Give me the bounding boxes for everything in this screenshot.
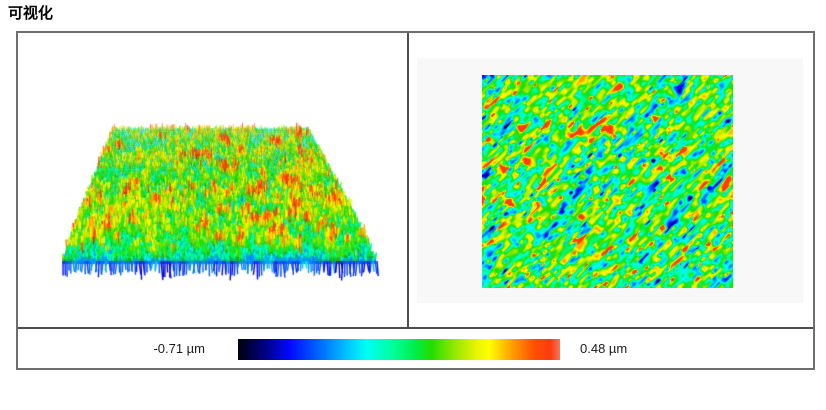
colorbar-max-label: 0.48 µm bbox=[580, 341, 628, 356]
visualization-figure: -0.71 µm 0.48 µm bbox=[16, 31, 815, 370]
colorbar-min-label: -0.71 µm bbox=[153, 341, 205, 356]
plot-panels bbox=[18, 33, 813, 329]
heatmap-image-background bbox=[417, 58, 803, 303]
surface-3d-plot[interactable] bbox=[18, 33, 407, 327]
page-title: 可视化 bbox=[8, 5, 54, 22]
colorbar-gradient bbox=[238, 339, 560, 360]
heatmap-plot[interactable] bbox=[482, 75, 733, 288]
colorbar-legend: -0.71 µm 0.48 µm bbox=[18, 329, 813, 368]
surface-3d-panel bbox=[18, 33, 409, 327]
heatmap-panel bbox=[409, 33, 813, 327]
